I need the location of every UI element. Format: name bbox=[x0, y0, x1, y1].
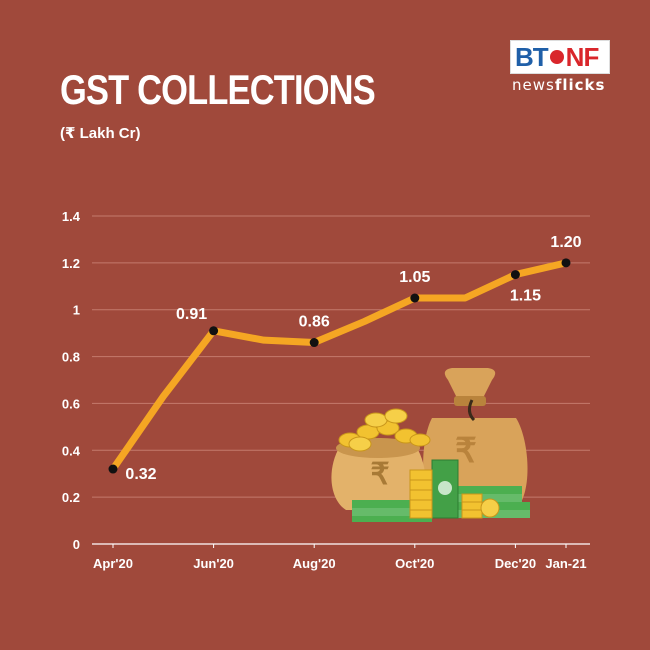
logo-tagline: newsflicks bbox=[512, 76, 605, 94]
series-line bbox=[109, 259, 570, 473]
svg-text:₹: ₹ bbox=[455, 432, 477, 470]
data-point bbox=[561, 258, 571, 268]
data-point bbox=[410, 293, 420, 303]
data-points bbox=[108, 258, 571, 474]
data-label: 1.20 bbox=[550, 234, 581, 251]
data-point bbox=[209, 326, 219, 336]
x-tick-label: Apr'20 bbox=[93, 556, 133, 571]
y-tick-label: 0 bbox=[73, 537, 80, 552]
logo-brand-right: NF bbox=[565, 41, 600, 72]
logo-dot-icon bbox=[549, 50, 564, 64]
y-tick-label: 0.2 bbox=[62, 490, 80, 505]
svg-text:₹: ₹ bbox=[370, 458, 389, 491]
data-labels: 0.32 0.91 0.86 1.05 1.15 1.20 bbox=[125, 234, 581, 483]
brand-logo: BT NF newsflicks bbox=[510, 40, 612, 96]
data-label: 1.15 bbox=[510, 288, 541, 305]
gold-coins-icon bbox=[338, 408, 431, 452]
y-tick-label: 1.2 bbox=[62, 256, 80, 271]
money-bags-illustration: ₹ ₹ bbox=[331, 368, 530, 522]
chart-title: GST COLLECTIONS bbox=[60, 66, 376, 113]
logo-tagline-plain: news bbox=[512, 76, 555, 94]
y-tick-label: 1 bbox=[73, 303, 80, 318]
x-tick-label: Jun'20 bbox=[193, 556, 234, 571]
logo-brand-left: BT bbox=[515, 41, 549, 72]
x-tick-label: Aug'20 bbox=[293, 556, 336, 571]
chart-subtitle: (₹ Lakh Cr) bbox=[60, 125, 141, 142]
x-tick-label: Oct'20 bbox=[395, 556, 434, 571]
data-label: 0.86 bbox=[299, 314, 330, 331]
y-tick-labels: 0 0.2 0.4 0.6 0.8 1 1.2 1.4 bbox=[62, 209, 81, 552]
x-tick-labels: Apr'20 Jun'20 Aug'20 Oct'20 Dec'20 Jan-21 bbox=[93, 556, 587, 571]
data-point bbox=[309, 338, 319, 348]
x-tick-label: Jan-21 bbox=[545, 556, 586, 571]
data-point bbox=[108, 464, 118, 474]
y-tick-label: 1.4 bbox=[62, 209, 81, 224]
coin-stack-icon bbox=[409, 469, 500, 519]
data-label: 0.32 bbox=[125, 466, 156, 483]
logo-tagline-bold: flicks bbox=[554, 76, 606, 94]
y-tick-label: 0.4 bbox=[62, 443, 81, 458]
x-tick-label: Dec'20 bbox=[495, 556, 536, 571]
data-label: 1.05 bbox=[399, 269, 430, 286]
data-point bbox=[510, 270, 520, 280]
data-label: 0.91 bbox=[176, 306, 207, 323]
y-tick-label: 0.8 bbox=[62, 350, 80, 365]
y-tick-label: 0.6 bbox=[62, 396, 80, 411]
logo-badge: BT NF bbox=[510, 40, 610, 74]
